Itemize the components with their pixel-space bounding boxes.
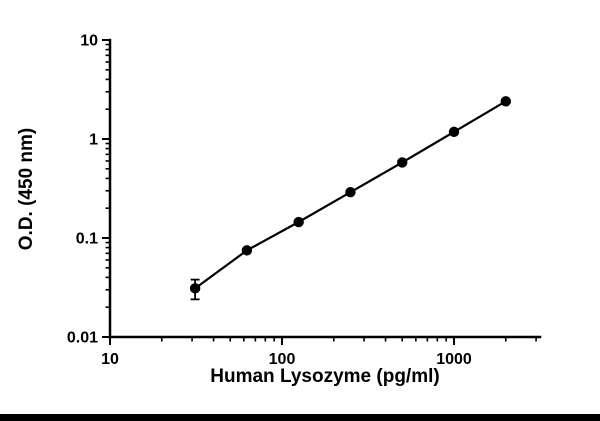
data-point [448,126,460,138]
data-point [345,187,356,198]
x-tick-label: 10 [101,351,119,368]
y-axis-ticks: 0.01 0.1 1 10 [67,33,110,347]
x-axis-title: Human Lysozyme (pg/ml) [210,366,439,387]
y-tick-label: 1 [89,132,98,149]
y-axis-title: O.D. (450 nm) [16,128,37,250]
plot-layer: 10 100 1000 0.01 0.1 1 10 [67,33,542,368]
series-human-lysozyme-standard-curve [189,96,511,301]
y-tick-label: 0.1 [76,231,98,248]
data-point [241,245,253,256]
x-tick-label: 100 [269,351,296,368]
x-tick-label: 1000 [436,351,472,368]
data-point [500,96,511,107]
bottom-edge-bar [0,414,600,421]
y-tick-label: 0.01 [67,330,98,347]
x-axis-ticks: 10 100 1000 [101,337,537,368]
data-point [397,157,408,168]
data-point [189,283,201,294]
axes [108,38,542,339]
y-tick-label: 10 [80,33,98,50]
data-point [293,216,304,228]
